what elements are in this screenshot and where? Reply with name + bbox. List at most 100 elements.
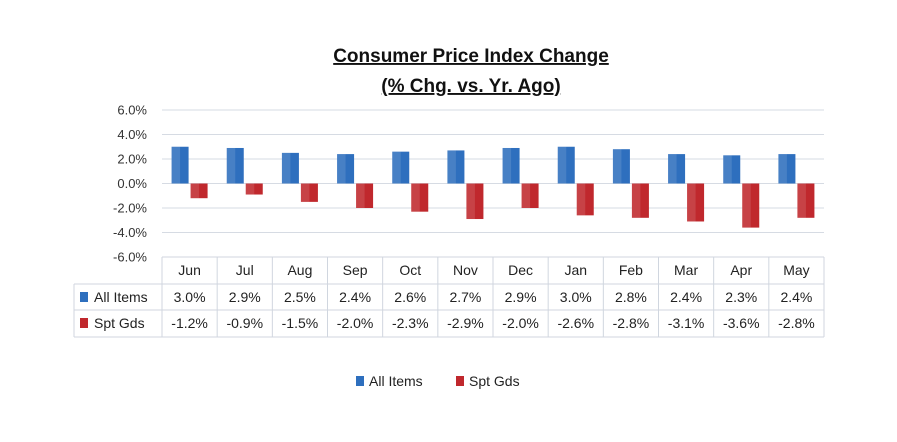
y-tick-label: 2.0% [117, 152, 147, 167]
bar-spt-gds-aug [300, 183, 318, 202]
chart-title: Consumer Price Index Change [333, 46, 609, 67]
bar-spt-gds-apr [742, 183, 760, 228]
data-label: 2.7% [449, 289, 481, 305]
data-label: -2.3% [392, 315, 429, 331]
x-tick-label: Jan [564, 262, 587, 278]
x-tick-label: Nov [453, 262, 478, 278]
bar-highlight [612, 149, 622, 184]
bar-highlight [797, 183, 806, 218]
bar-all-items-nov [447, 150, 465, 184]
legend-key [456, 376, 464, 386]
x-tick-label: Oct [399, 262, 421, 278]
data-label: 2.4% [780, 289, 812, 305]
bar-highlight [723, 155, 732, 184]
y-tick-label: 6.0% [117, 103, 147, 118]
bar-all-items-sep [337, 154, 355, 184]
chart-subtitle: (% Chg. vs. Yr. Ago) [381, 76, 560, 97]
x-tick-label: Jun [178, 262, 201, 278]
data-label: 2.9% [505, 289, 537, 305]
bar-all-items-oct [392, 151, 410, 184]
bar-spt-gds-dec [521, 183, 539, 208]
bar-spt-gds-may [797, 183, 815, 218]
data-label: -1.2% [171, 315, 208, 331]
bar-all-items-feb [612, 149, 630, 184]
y-tick-label: 0.0% [117, 176, 147, 191]
bar-highlight [392, 151, 401, 184]
x-tick-label: Jul [236, 262, 254, 278]
data-label: 2.9% [229, 289, 261, 305]
data-label: -2.0% [502, 315, 539, 331]
data-label: 2.4% [339, 289, 371, 305]
data-label: -2.9% [447, 315, 484, 331]
x-tick-label: Sep [343, 262, 368, 278]
data-label: 2.3% [725, 289, 757, 305]
data-label: 2.5% [284, 289, 316, 305]
bar-spt-gds-sep [356, 183, 374, 208]
bar-highlight [190, 183, 200, 199]
bar-highlight [281, 152, 291, 184]
bar-spt-gds-mar [687, 183, 705, 222]
bar-highlight [687, 183, 696, 222]
data-label: -3.6% [723, 315, 760, 331]
data-label: 3.0% [560, 289, 592, 305]
series-name: All Items [94, 289, 148, 305]
x-tick-label: Dec [508, 262, 533, 278]
bar-highlight [226, 147, 236, 184]
x-tick-label: Apr [730, 262, 752, 278]
x-tick-label: May [783, 262, 809, 278]
bar-all-items-jul [226, 147, 244, 184]
data-label: 2.4% [670, 289, 702, 305]
x-tick-label: Aug [287, 262, 312, 278]
bar-spt-gds-nov [466, 183, 484, 220]
data-label: -2.8% [613, 315, 650, 331]
bar-highlight [502, 147, 512, 184]
y-tick-label: -4.0% [113, 225, 147, 240]
bar-spt-gds-jun [190, 183, 208, 199]
data-label: -2.0% [337, 315, 374, 331]
bar-highlight [447, 150, 456, 184]
bar-highlight [171, 146, 181, 184]
bar-highlight [778, 154, 787, 184]
data-label: -1.5% [282, 315, 319, 331]
bar-all-items-may [778, 154, 796, 184]
bar-highlight [557, 146, 567, 184]
bar-all-items-mar [668, 154, 686, 184]
bar-highlight [631, 183, 641, 218]
table-legend-key [80, 318, 88, 328]
bar-highlight [337, 154, 346, 184]
bar-all-items-dec [502, 147, 520, 184]
x-tick-label: Feb [619, 262, 643, 278]
x-tick-label: Mar [674, 262, 698, 278]
bar-highlight [742, 183, 751, 228]
bar-highlight [576, 183, 586, 216]
y-tick-label: -6.0% [113, 250, 147, 265]
data-label: 3.0% [174, 289, 206, 305]
data-table: Jun Jul Aug Sep Oct Nov Dec Jan Feb Mar Apr May All … [73, 256, 825, 338]
legend-entry: All Items [369, 373, 423, 389]
legend-entry: Spt Gds [469, 373, 520, 389]
bar-spt-gds-jul [245, 183, 263, 195]
bar-spt-gds-jan [576, 183, 594, 216]
data-label: -0.9% [226, 315, 263, 331]
data-label: 2.6% [394, 289, 426, 305]
bar-all-items-jun [171, 146, 189, 184]
y-tick-label: 4.0% [117, 127, 147, 142]
bar-all-items-apr [723, 155, 741, 184]
y-axis: 6.0% 4.0% 2.0% 0.0% -2.0% -4.0% -6.0% [113, 103, 147, 265]
bar-highlight [356, 183, 365, 208]
bar-spt-gds-oct [411, 183, 429, 212]
legend: All Items Spt Gds [356, 373, 520, 389]
data-label: -2.8% [778, 315, 815, 331]
series-name: Spt Gds [94, 315, 145, 331]
bar-highlight [300, 183, 310, 202]
bar-highlight [411, 183, 420, 212]
bar-spt-gds-feb [631, 183, 649, 218]
bar-highlight [466, 183, 475, 220]
data-label: -2.6% [557, 315, 594, 331]
bar-highlight [521, 183, 531, 208]
data-label: -3.1% [668, 315, 705, 331]
y-tick-label: -2.0% [113, 201, 147, 216]
data-label: 2.8% [615, 289, 647, 305]
table-legend-key [80, 292, 88, 302]
